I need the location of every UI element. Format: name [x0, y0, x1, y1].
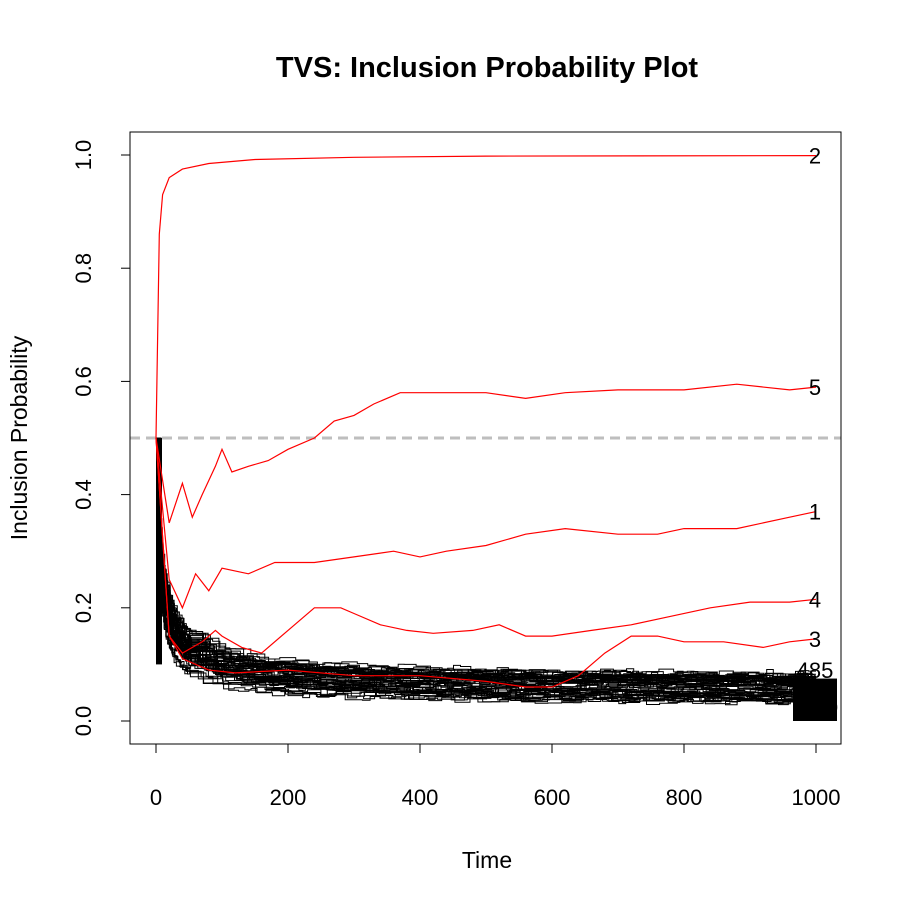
background-series-line	[156, 437, 816, 682]
series-end-label-4: 4	[809, 587, 821, 612]
series-end-label-3: 3	[809, 627, 821, 652]
series-end-label-1: 1	[809, 500, 821, 525]
y-tick-label: 0.4	[71, 479, 96, 510]
plot-frame	[129, 131, 842, 745]
series-end-label-5: 5	[809, 375, 821, 400]
background-series-line	[156, 437, 816, 706]
background-series-group	[156, 437, 837, 721]
x-axis: 0 200 400 600 800 1000	[150, 743, 841, 810]
x-tick-label: 800	[666, 785, 703, 810]
y-tick-label: 0.0	[71, 706, 96, 737]
x-axis-label: Time	[462, 847, 512, 873]
y-axis-label: Inclusion Probability	[6, 335, 32, 540]
series-end-labels: 2 5 1 4 3 485 0	[797, 144, 838, 720]
y-tick-label: 0.6	[71, 366, 96, 397]
background-series-line	[156, 437, 816, 687]
y-tick-label: 1.0	[71, 140, 96, 171]
y-tick-label: 0.2	[71, 593, 96, 624]
series-line-4	[155, 437, 817, 654]
dense-initial-drop	[156, 438, 162, 665]
series-line-2	[155, 155, 817, 439]
dense-end-cluster	[793, 678, 837, 721]
x-tick-label: 400	[402, 785, 439, 810]
plot-area: 2 5 1 4 3 485 0	[130, 144, 841, 721]
highlight-series-group	[155, 155, 817, 688]
background-series-line	[156, 437, 816, 682]
background-series-line	[156, 437, 816, 705]
chart-title: TVS: Inclusion Probability Plot	[276, 52, 698, 84]
series-line-1	[155, 437, 817, 610]
background-series-line	[156, 437, 816, 689]
series-line-5	[155, 383, 817, 524]
series-line-3	[155, 437, 817, 688]
background-series-line	[156, 437, 816, 690]
series-end-label-cluster: 485	[797, 658, 834, 683]
series-end-label-2: 2	[809, 144, 821, 169]
background-series-line	[156, 437, 816, 700]
x-tick-label: 1000	[792, 785, 841, 810]
series-end-label-cluster-2: 0	[826, 695, 838, 720]
x-tick-label: 200	[270, 785, 307, 810]
y-tick-label: 0.8	[71, 253, 96, 284]
x-tick-label: 600	[534, 785, 571, 810]
x-tick-label: 0	[150, 785, 162, 810]
